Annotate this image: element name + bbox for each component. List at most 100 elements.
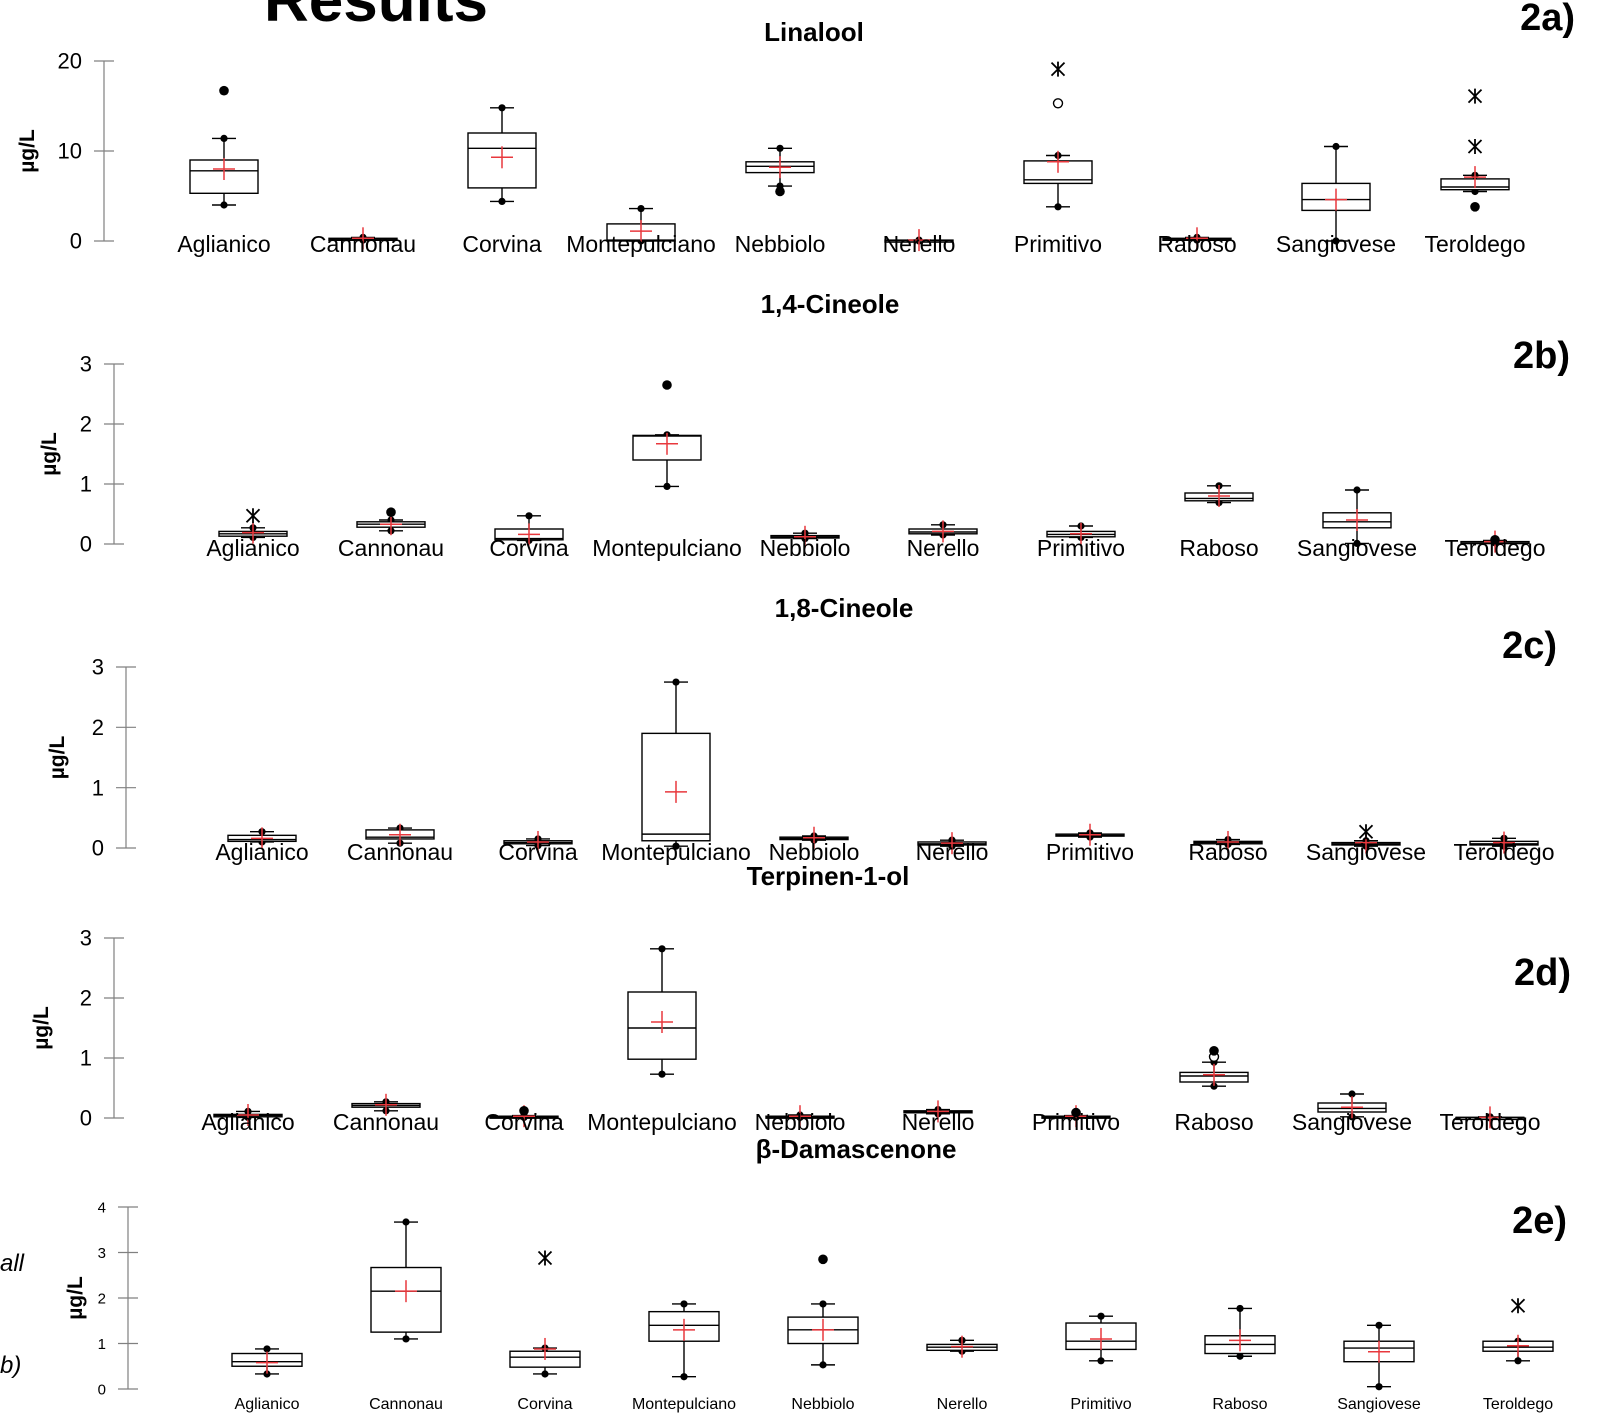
y-axis-label: µg/L — [16, 129, 39, 173]
whisker-end-max — [637, 205, 645, 213]
y-tick-label: 1 — [98, 1336, 106, 1353]
whisker-end-min — [1332, 237, 1340, 245]
y-tick-label: 1 — [92, 775, 104, 800]
box-sangiovese — [1343, 1321, 1415, 1391]
box-primitivo — [1055, 823, 1125, 846]
side-text-fragment: all — [0, 1250, 25, 1277]
box-cannonau — [356, 507, 426, 536]
outlier-point — [1470, 202, 1480, 212]
chart-title: Terpinen-1-ol — [747, 861, 910, 891]
category-label: Teroldego — [1444, 535, 1545, 561]
y-axis-label: µg/L — [64, 1276, 87, 1320]
box-nerello — [903, 1100, 973, 1123]
category-label: Cannonau — [310, 231, 416, 257]
category-label: Teroldego — [1453, 839, 1554, 865]
box-nebbiolo — [770, 525, 840, 548]
outlier-point — [519, 1106, 529, 1116]
category-label: Primitivo — [1032, 1109, 1120, 1135]
extreme-outlier-point — [1358, 824, 1374, 840]
box-montepulciano — [648, 1300, 720, 1381]
category-label: Nerello — [907, 535, 980, 561]
box-nebbiolo — [787, 1254, 859, 1369]
category-label: Cannonau — [347, 839, 453, 865]
whisker-end-max — [525, 512, 533, 520]
whisker-end-min — [1375, 1383, 1383, 1391]
y-tick-label: 3 — [98, 1245, 106, 1262]
chart-title: β-Damascenone — [756, 1134, 957, 1164]
whisker-end-max — [1353, 486, 1361, 494]
category-label: Aglianico — [206, 535, 299, 561]
box-corvina — [509, 1250, 581, 1378]
category-label: Nebbiolo — [755, 1109, 846, 1135]
panel-label: 2a) — [1520, 0, 1575, 39]
panel-label: 2b) — [1513, 335, 1570, 377]
whisker-end-max — [1332, 142, 1340, 151]
y-axis-label: µg/L — [38, 432, 61, 476]
boxplot-panel-5: β-Damascenone 2e) µg/L 0 1 2 3 4 Aglianico Cannon… — [64, 1134, 1567, 1413]
whisker-end-min — [1236, 1352, 1244, 1360]
box-corvina — [489, 1105, 559, 1128]
y-tick-label: 1 — [80, 472, 92, 497]
whisker-end-min — [1097, 1357, 1105, 1365]
category-label: Sangiovese — [1297, 535, 1417, 561]
box-nerello — [908, 520, 978, 543]
category-label: Primitivo — [1070, 1396, 1131, 1413]
box-aglianico — [227, 827, 297, 850]
box-montepulciano — [627, 945, 697, 1078]
whisker-end-max — [498, 104, 506, 112]
box-primitivo — [1041, 1105, 1111, 1128]
category-label: Corvina — [484, 1109, 563, 1135]
box-montepulciano — [641, 678, 711, 850]
whisker-end-max — [658, 945, 666, 953]
y-tick-label: 4 — [98, 1199, 106, 1216]
extreme-outlier-point — [245, 508, 261, 524]
box-cannonau — [365, 823, 435, 847]
category-label: Aglianico — [215, 839, 308, 865]
extreme-outlier-point — [1467, 139, 1483, 154]
box-primitivo — [1023, 61, 1093, 211]
category-label: Nerello — [902, 1109, 975, 1135]
category-label: Teroldego — [1424, 231, 1525, 257]
box-nerello — [884, 229, 954, 252]
panel-label: 2c) — [1502, 625, 1557, 667]
box-aglianico — [218, 508, 288, 544]
whisker-end-max — [402, 1218, 410, 1226]
whisker-end-min — [541, 1370, 549, 1378]
category-label: Montepulciano — [592, 535, 742, 561]
panel-label: 2e) — [1512, 1200, 1567, 1242]
outlier-point — [775, 186, 785, 197]
box-cannonau — [370, 1218, 442, 1343]
category-label: Primitivo — [1037, 535, 1125, 561]
whisker-end-max — [1348, 1090, 1356, 1098]
extreme-outlier-point — [1510, 1298, 1526, 1314]
box-primitivo — [1046, 522, 1116, 545]
outlier-point — [219, 85, 229, 96]
category-label: Corvina — [498, 839, 577, 865]
box-nebbiolo — [779, 826, 849, 849]
box-raboso — [1179, 1046, 1249, 1090]
outlier-point — [1209, 1046, 1219, 1056]
box-sangiovese — [1301, 142, 1371, 245]
outlier-point — [818, 1254, 828, 1265]
y-tick-label: 2 — [92, 715, 104, 740]
y-tick-label: 0 — [92, 836, 104, 861]
y-tick-label: 0 — [70, 229, 82, 254]
box-nerello — [917, 832, 987, 855]
box-raboso — [1162, 227, 1232, 250]
page-heading: Results — [264, 0, 488, 35]
whisker-end-min — [263, 1370, 271, 1378]
y-tick-label: 2 — [80, 986, 92, 1011]
outlier-point — [1052, 98, 1064, 109]
whisker-end-max — [1236, 1304, 1244, 1313]
chart-title: 1,4-Cineole — [761, 289, 900, 319]
boxplot-panel-2: 1,4-Cineole 2b) µg/L 0 1 2 3 Aglianico Cannonau C… — [38, 289, 1570, 561]
box-aglianico — [213, 1104, 283, 1126]
whisker-end-min — [672, 842, 680, 850]
category-label: Teroldego — [1439, 1109, 1540, 1135]
y-tick-label: 3 — [80, 352, 92, 377]
extreme-outlier-point — [537, 1250, 553, 1266]
category-label: Raboso — [1212, 1396, 1267, 1413]
box-corvina — [467, 104, 537, 205]
whisker-end-max — [680, 1300, 688, 1308]
